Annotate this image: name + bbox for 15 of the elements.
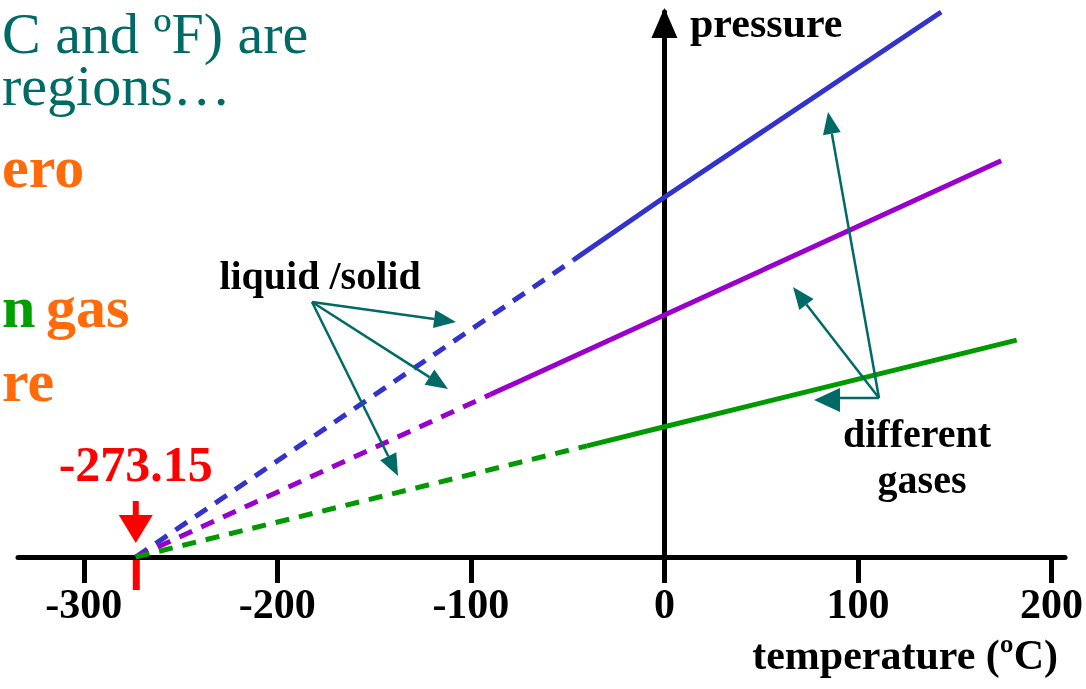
x-tick-label: 0 <box>653 581 675 627</box>
annotation: ero <box>2 133 85 200</box>
x-tick-label: -300 <box>45 581 123 627</box>
x-tick-label: -200 <box>238 581 316 627</box>
annotation: -273.15 <box>58 436 213 492</box>
annotation: gas <box>46 273 130 340</box>
x-axis-title: temperature (ºC) <box>752 632 1058 679</box>
annotation: re <box>2 347 55 414</box>
y-axis-title: pressure <box>690 0 843 46</box>
x-tick-label: 200 <box>1020 581 1083 627</box>
annotation: liquid /solid <box>219 252 421 298</box>
x-tick-label: 100 <box>826 581 890 627</box>
annotation: n <box>2 273 36 340</box>
annotation: different gases <box>842 410 1002 502</box>
x-tick-label: -100 <box>432 581 510 627</box>
